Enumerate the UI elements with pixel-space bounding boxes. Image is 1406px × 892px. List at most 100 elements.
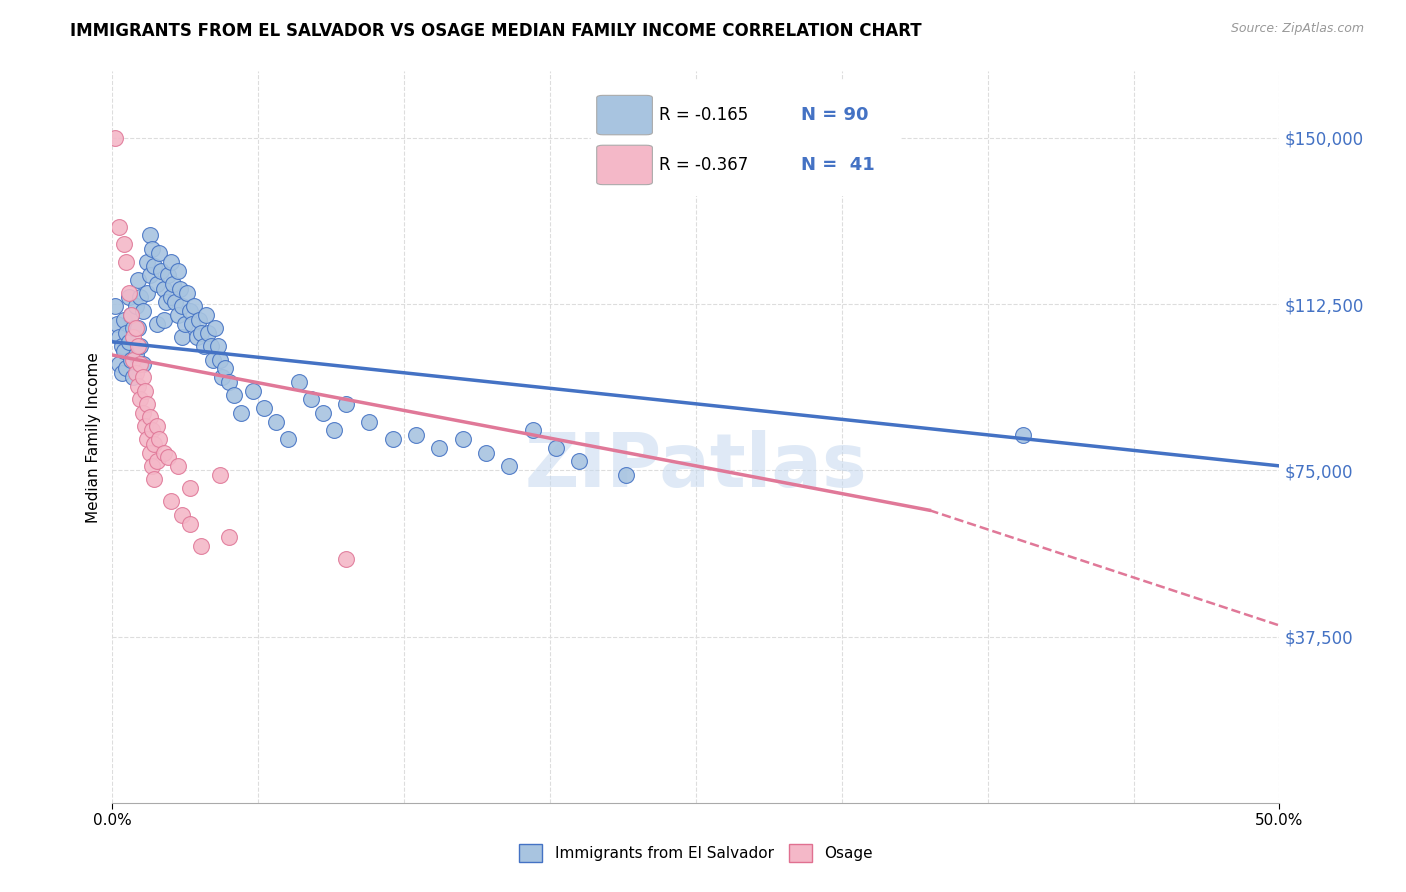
- Point: [122, 352, 145, 367]
- Point: [359, 415, 381, 429]
- Point: [160, 290, 183, 304]
- Point: [105, 317, 128, 331]
- Point: [169, 282, 191, 296]
- Point: [179, 481, 201, 495]
- Point: [544, 441, 567, 455]
- Point: [146, 317, 169, 331]
- Point: [104, 299, 127, 313]
- Point: [132, 357, 155, 371]
- Point: [197, 326, 219, 340]
- Point: [475, 445, 498, 459]
- Point: [129, 339, 152, 353]
- Point: [115, 326, 138, 340]
- Point: [166, 458, 188, 473]
- Point: [153, 282, 176, 296]
- Point: [146, 277, 169, 292]
- Point: [157, 268, 180, 283]
- Point: [1011, 428, 1033, 442]
- Point: [208, 467, 231, 482]
- Point: [118, 290, 141, 304]
- Point: [150, 264, 173, 278]
- Point: [112, 312, 135, 326]
- Point: [311, 406, 333, 420]
- Point: [179, 516, 201, 531]
- Point: [132, 406, 155, 420]
- Point: [276, 432, 298, 446]
- FancyBboxPatch shape: [596, 145, 652, 185]
- Point: [568, 454, 591, 468]
- Point: [498, 458, 520, 473]
- Point: [136, 255, 159, 269]
- Point: [108, 219, 131, 234]
- Point: [165, 294, 187, 309]
- Point: [111, 366, 134, 380]
- Point: [193, 339, 215, 353]
- Point: [335, 552, 357, 566]
- Legend: Immigrants from El Salvador, Osage: Immigrants from El Salvador, Osage: [513, 838, 879, 868]
- Point: [118, 334, 141, 349]
- Point: [141, 242, 163, 256]
- Text: Source: ZipAtlas.com: Source: ZipAtlas.com: [1230, 22, 1364, 36]
- Point: [125, 299, 148, 313]
- Point: [208, 352, 231, 367]
- Point: [172, 299, 194, 313]
- Point: [115, 255, 138, 269]
- Point: [134, 384, 156, 398]
- Text: IMMIGRANTS FROM EL SALVADOR VS OSAGE MEDIAN FAMILY INCOME CORRELATION CHART: IMMIGRANTS FROM EL SALVADOR VS OSAGE MED…: [70, 22, 922, 40]
- Point: [125, 348, 148, 362]
- Point: [146, 419, 169, 434]
- Point: [136, 432, 159, 446]
- Point: [120, 308, 142, 322]
- Point: [122, 370, 145, 384]
- Point: [162, 277, 184, 292]
- Point: [104, 131, 127, 145]
- Point: [136, 285, 159, 300]
- Point: [187, 312, 209, 326]
- Point: [143, 260, 166, 274]
- Point: [166, 308, 188, 322]
- Point: [155, 294, 177, 309]
- Point: [118, 285, 141, 300]
- Point: [111, 339, 134, 353]
- FancyBboxPatch shape: [575, 75, 915, 202]
- Point: [222, 388, 245, 402]
- Point: [148, 432, 170, 446]
- Point: [242, 384, 264, 398]
- Point: [153, 445, 176, 459]
- Point: [288, 375, 311, 389]
- Point: [129, 357, 152, 371]
- Point: [127, 321, 149, 335]
- Point: [190, 326, 212, 340]
- Point: [186, 330, 208, 344]
- Text: R = -0.165: R = -0.165: [658, 106, 748, 124]
- Point: [200, 339, 222, 353]
- Point: [108, 357, 131, 371]
- Point: [115, 361, 138, 376]
- Point: [614, 467, 637, 482]
- Point: [229, 406, 252, 420]
- Point: [427, 441, 450, 455]
- Point: [129, 392, 152, 407]
- Point: [166, 264, 188, 278]
- Y-axis label: Median Family Income: Median Family Income: [86, 351, 101, 523]
- Point: [139, 268, 162, 283]
- Point: [204, 321, 226, 335]
- Point: [214, 361, 236, 376]
- Point: [141, 458, 163, 473]
- Point: [112, 237, 135, 252]
- Text: N = 90: N = 90: [801, 106, 869, 124]
- Point: [190, 539, 212, 553]
- Point: [201, 352, 224, 367]
- Point: [125, 321, 148, 335]
- Point: [522, 424, 544, 438]
- Point: [143, 472, 166, 486]
- Point: [127, 273, 149, 287]
- Point: [120, 308, 142, 322]
- Point: [218, 375, 240, 389]
- Point: [183, 299, 205, 313]
- Point: [172, 508, 194, 522]
- Point: [160, 255, 183, 269]
- Point: [173, 317, 195, 331]
- Point: [134, 419, 156, 434]
- Point: [194, 308, 217, 322]
